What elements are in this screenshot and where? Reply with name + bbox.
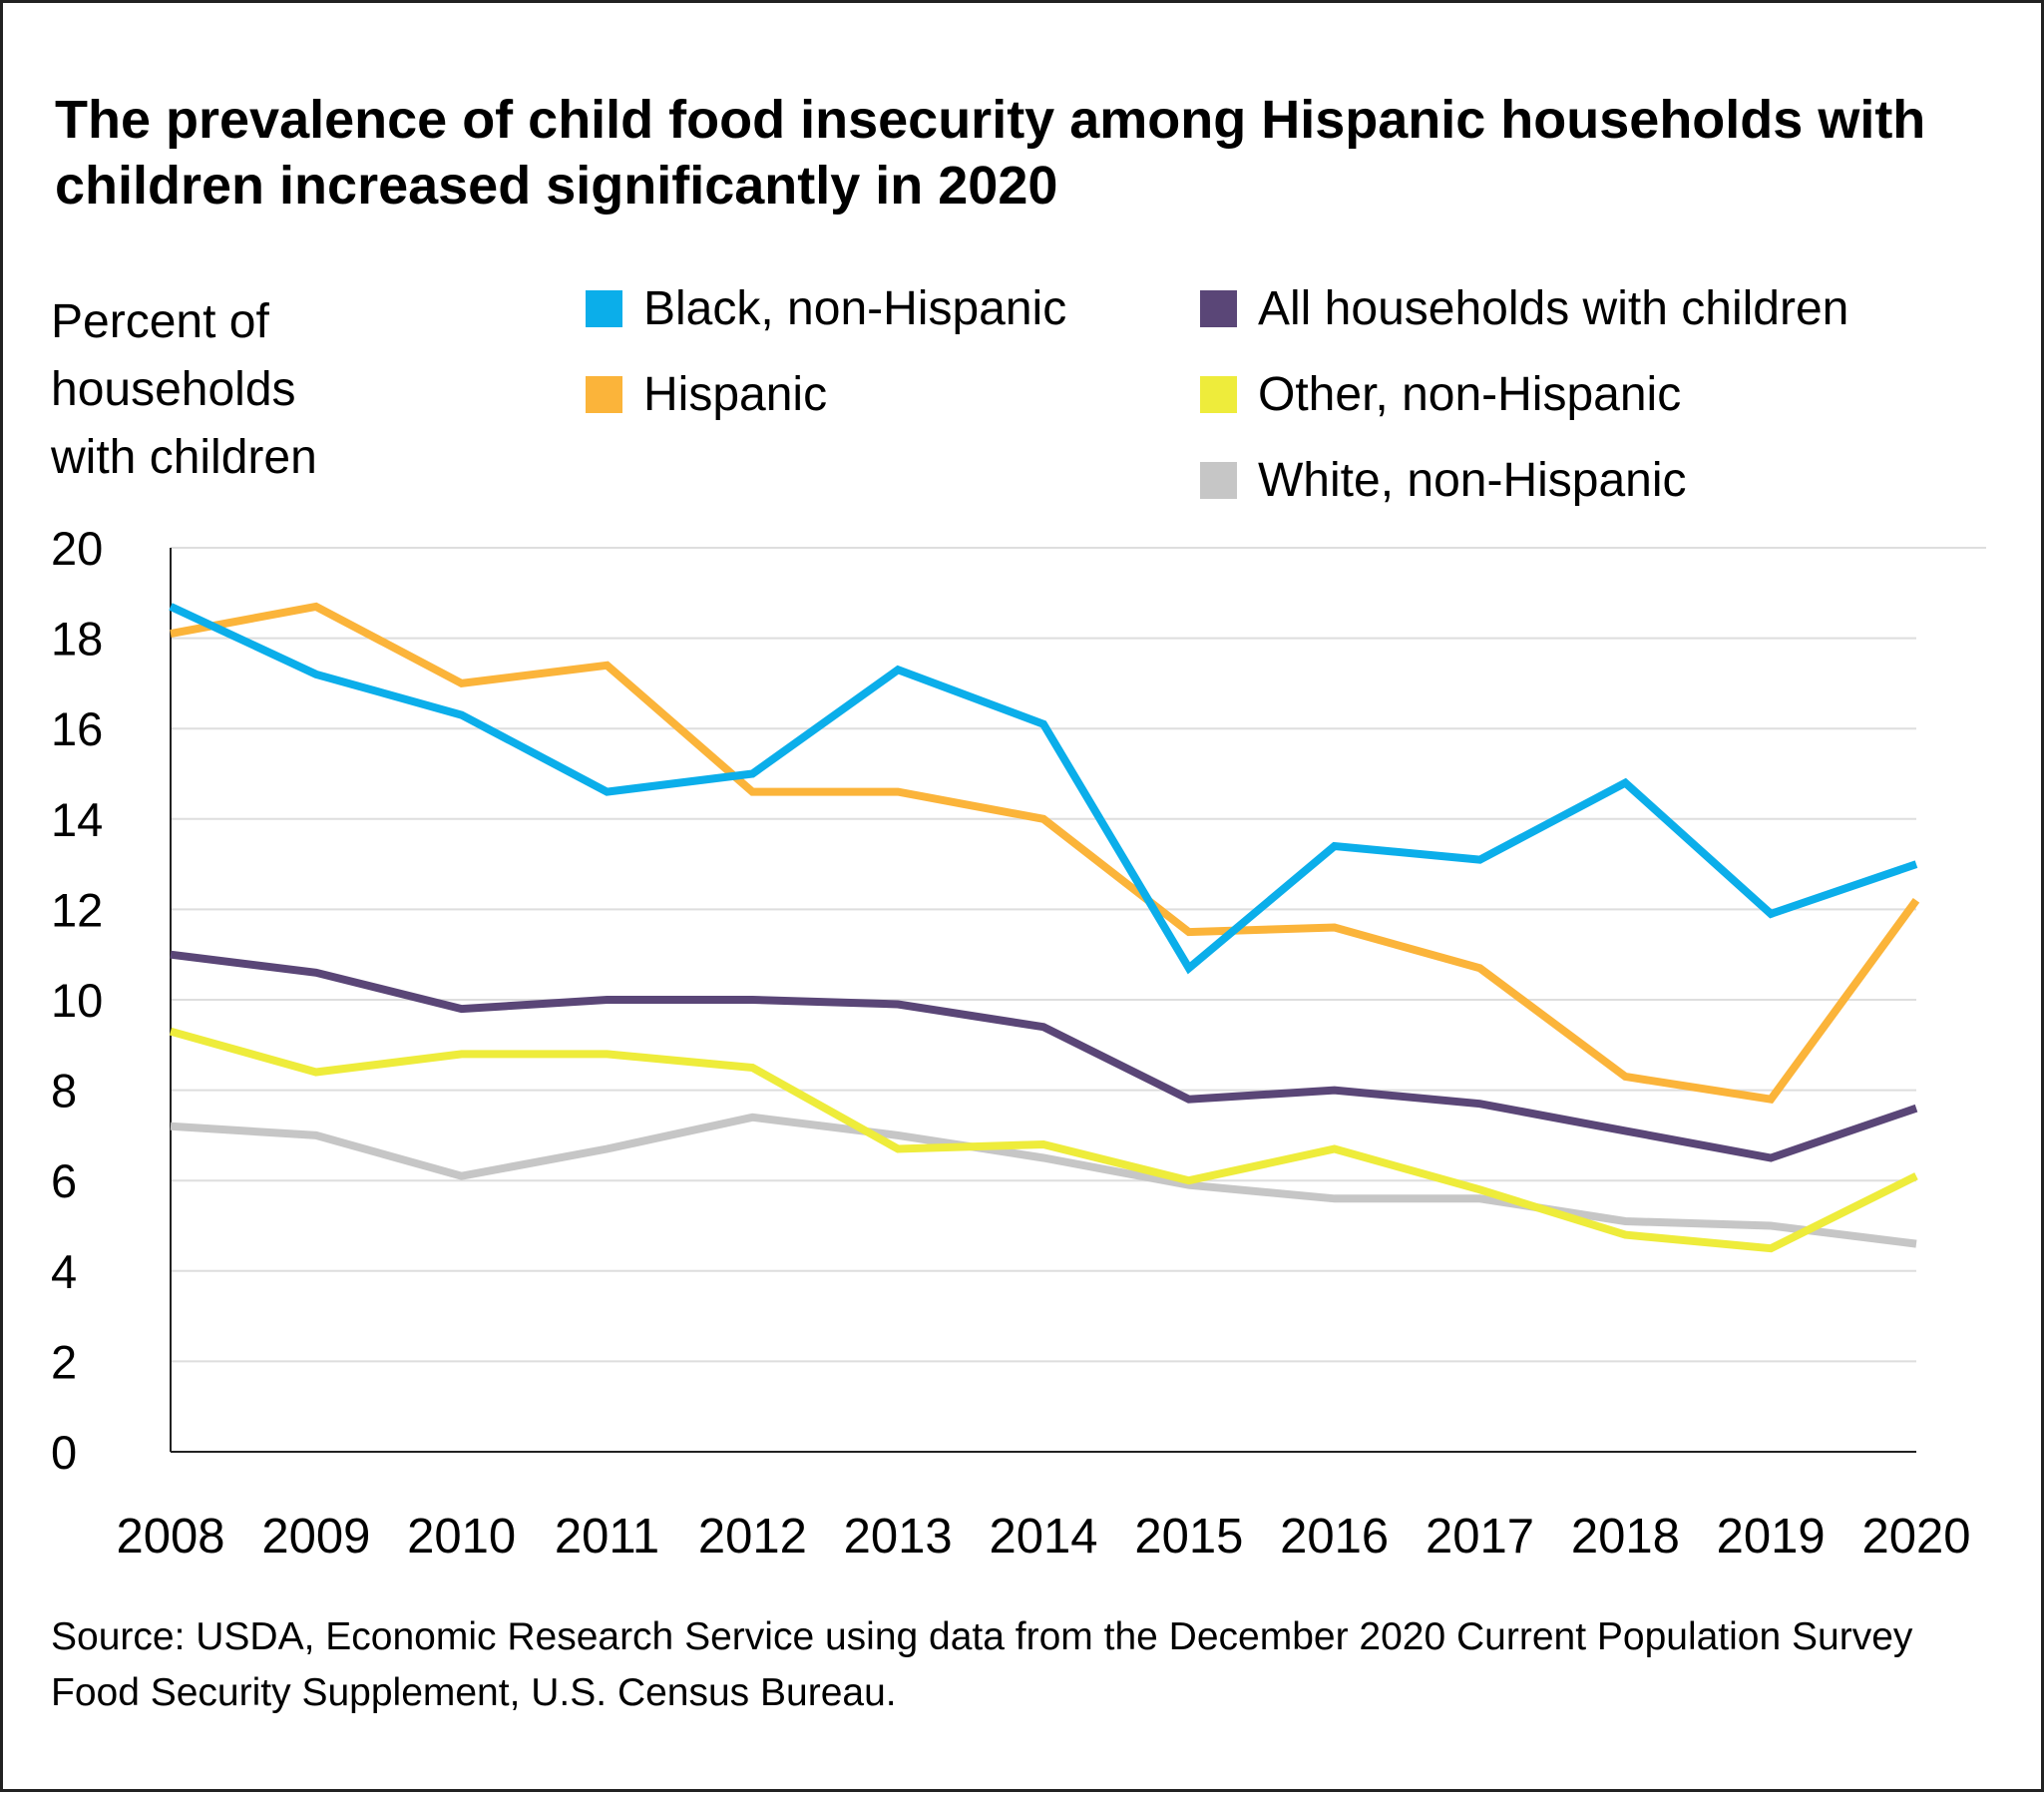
- legend-label-all: All households with children: [1258, 281, 1849, 335]
- series-line-other-non-hispanic: [169, 1027, 1918, 1253]
- x-tick-label: 2016: [1280, 1510, 1389, 1564]
- y-tick-label: 12: [51, 883, 103, 936]
- legend-swatch-black: [586, 289, 622, 327]
- legend-item-other: Other, non-Hispanic: [1200, 364, 1681, 424]
- series-line-black-non-hispanic: [169, 603, 1918, 975]
- legend-item-hispanic: Hispanic: [586, 364, 827, 424]
- y-tick-label: 8: [51, 1065, 77, 1118]
- legend-swatch-other: [1200, 375, 1237, 413]
- chart-title: The prevalence of child food insecurity …: [55, 90, 1926, 216]
- legend-label-other: Other, non-Hispanic: [1258, 367, 1682, 421]
- x-tick-label: 2008: [116, 1510, 224, 1564]
- x-tick-label: 2009: [261, 1510, 370, 1564]
- legend-swatch-hispanic: [586, 375, 622, 413]
- y-tick-label: 2: [51, 1335, 77, 1388]
- line-chart: 0 2 4 6 8 10 12 14 16 18 20 2008 2009 2010 2011 2012 201…: [51, 522, 1986, 1564]
- y-tick-label: 18: [51, 613, 103, 666]
- legend-swatch-white: [1200, 461, 1237, 499]
- y-tick-label: 14: [51, 793, 103, 846]
- x-tick-label: 2011: [555, 1510, 659, 1564]
- legend-label-hispanic: Hispanic: [643, 367, 828, 421]
- legend-item-all: All households with children: [1200, 278, 1848, 338]
- x-tick-label: 2018: [1571, 1510, 1680, 1564]
- x-tick-label: 2012: [698, 1510, 807, 1564]
- legend-item-black: Black, non-Hispanic: [586, 278, 1066, 338]
- x-tick-label: 2020: [1861, 1510, 1970, 1564]
- y-tick-label: 10: [51, 974, 103, 1027]
- y-tick-label: 16: [51, 702, 103, 755]
- series-line-white-non-hispanic: [170, 1113, 1917, 1248]
- x-tick-label: 2014: [989, 1510, 1097, 1564]
- series-line-all-households-with-children: [170, 950, 1918, 1162]
- legend-label-black: Black, non-Hispanic: [643, 281, 1067, 335]
- legend-label-white: White, non-Hispanic: [1258, 453, 1687, 507]
- x-tick-label: 2013: [844, 1510, 953, 1564]
- y-axis-label: Percent of households with children: [51, 295, 317, 484]
- y-tick-label: 0: [51, 1426, 77, 1479]
- y-tick-label: 4: [51, 1245, 77, 1298]
- legend-item-white: White, non-Hispanic: [1200, 450, 1687, 510]
- x-tick-label: 2010: [407, 1510, 516, 1564]
- source-note: Source: USDA, Economic Research Service …: [51, 1615, 1913, 1714]
- series-line-hispanic: [170, 602, 1920, 1105]
- x-tick-label: 2019: [1717, 1510, 1826, 1564]
- x-tick-label: 2017: [1426, 1510, 1534, 1564]
- y-tick-label: 6: [51, 1154, 77, 1207]
- x-tick-label: 2015: [1134, 1510, 1243, 1564]
- legend-swatch-all: [1200, 289, 1237, 327]
- y-tick-label: 20: [51, 522, 103, 575]
